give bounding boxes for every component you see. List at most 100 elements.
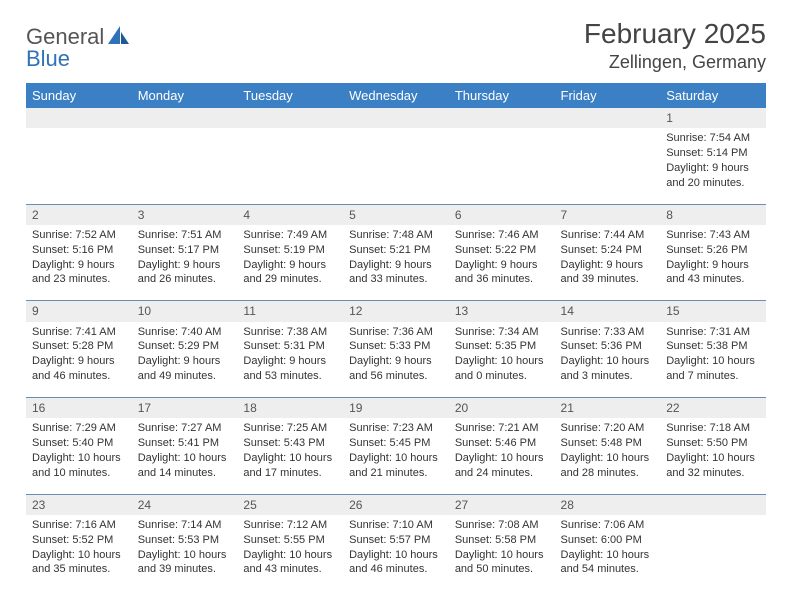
sunrise-line: Sunrise: 7:52 AM — [32, 228, 126, 243]
daylight-line: Daylight: 10 hours and 7 minutes. — [666, 354, 760, 384]
sunset-line: Sunset: 5:45 PM — [349, 436, 443, 451]
daylight-line: Daylight: 10 hours and 0 minutes. — [455, 354, 549, 384]
sunset-line: Sunset: 5:41 PM — [138, 436, 232, 451]
logo-text-blue: Blue — [26, 46, 70, 72]
sunrise-line: Sunrise: 7:51 AM — [138, 228, 232, 243]
sunset-line: Sunset: 5:35 PM — [455, 339, 549, 354]
weekday-header: Thursday — [449, 83, 555, 108]
month-title: February 2025 — [584, 18, 766, 50]
daylight-line: Daylight: 10 hours and 17 minutes. — [243, 451, 337, 481]
sunrise-line: Sunrise: 7:43 AM — [666, 228, 760, 243]
sunrise-line: Sunrise: 7:12 AM — [243, 518, 337, 533]
calendar-table: SundayMondayTuesdayWednesdayThursdayFrid… — [26, 83, 766, 591]
sunrise-line: Sunrise: 7:31 AM — [666, 325, 760, 340]
day-number: 18 — [237, 398, 343, 419]
sunrise-line: Sunrise: 7:41 AM — [32, 325, 126, 340]
day-number: 22 — [660, 398, 766, 419]
day-detail: Sunrise: 7:49 AMSunset: 5:19 PMDaylight:… — [237, 225, 343, 301]
weekday-header: Sunday — [26, 83, 132, 108]
sunrise-line: Sunrise: 7:18 AM — [666, 421, 760, 436]
sunset-line: Sunset: 5:21 PM — [349, 243, 443, 258]
day-number: 2 — [26, 204, 132, 225]
daylight-line: Daylight: 10 hours and 35 minutes. — [32, 548, 126, 578]
sunrise-line: Sunrise: 7:48 AM — [349, 228, 443, 243]
day-detail: Sunrise: 7:16 AMSunset: 5:52 PMDaylight:… — [26, 515, 132, 591]
title-block: February 2025 Zellingen, Germany — [584, 18, 766, 73]
day-detail: Sunrise: 7:54 AMSunset: 5:14 PMDaylight:… — [660, 128, 766, 204]
sunrise-line: Sunrise: 7:38 AM — [243, 325, 337, 340]
sunrise-line: Sunrise: 7:27 AM — [138, 421, 232, 436]
daylight-line: Daylight: 10 hours and 21 minutes. — [349, 451, 443, 481]
daylight-line: Daylight: 9 hours and 26 minutes. — [138, 258, 232, 288]
daynum-row: 1 — [26, 108, 766, 128]
sunset-line: Sunset: 5:40 PM — [32, 436, 126, 451]
day-detail: Sunrise: 7:48 AMSunset: 5:21 PMDaylight:… — [343, 225, 449, 301]
daylight-line: Daylight: 9 hours and 49 minutes. — [138, 354, 232, 384]
day-detail — [26, 128, 132, 204]
day-detail: Sunrise: 7:12 AMSunset: 5:55 PMDaylight:… — [237, 515, 343, 591]
daynum-row: 9101112131415 — [26, 301, 766, 322]
day-number: 10 — [132, 301, 238, 322]
daylight-line: Daylight: 10 hours and 24 minutes. — [455, 451, 549, 481]
sunset-line: Sunset: 5:26 PM — [666, 243, 760, 258]
detail-row: Sunrise: 7:54 AMSunset: 5:14 PMDaylight:… — [26, 128, 766, 204]
sunrise-line: Sunrise: 7:54 AM — [666, 131, 760, 146]
daylight-line: Daylight: 10 hours and 10 minutes. — [32, 451, 126, 481]
day-number — [26, 108, 132, 128]
day-detail: Sunrise: 7:51 AMSunset: 5:17 PMDaylight:… — [132, 225, 238, 301]
day-detail: Sunrise: 7:36 AMSunset: 5:33 PMDaylight:… — [343, 322, 449, 398]
sunset-line: Sunset: 5:36 PM — [561, 339, 655, 354]
detail-row: Sunrise: 7:52 AMSunset: 5:16 PMDaylight:… — [26, 225, 766, 301]
sunrise-line: Sunrise: 7:46 AM — [455, 228, 549, 243]
day-detail: Sunrise: 7:18 AMSunset: 5:50 PMDaylight:… — [660, 418, 766, 494]
weekday-header: Friday — [555, 83, 661, 108]
sunrise-line: Sunrise: 7:29 AM — [32, 421, 126, 436]
sunset-line: Sunset: 5:24 PM — [561, 243, 655, 258]
sunset-line: Sunset: 5:14 PM — [666, 146, 760, 161]
sunrise-line: Sunrise: 7:08 AM — [455, 518, 549, 533]
sunrise-line: Sunrise: 7:21 AM — [455, 421, 549, 436]
day-number: 28 — [555, 494, 661, 515]
day-number: 6 — [449, 204, 555, 225]
sunset-line: Sunset: 5:28 PM — [32, 339, 126, 354]
detail-row: Sunrise: 7:29 AMSunset: 5:40 PMDaylight:… — [26, 418, 766, 494]
sunset-line: Sunset: 5:50 PM — [666, 436, 760, 451]
sunrise-line: Sunrise: 7:10 AM — [349, 518, 443, 533]
sunrise-line: Sunrise: 7:25 AM — [243, 421, 337, 436]
day-number — [660, 494, 766, 515]
day-number: 23 — [26, 494, 132, 515]
daylight-line: Daylight: 10 hours and 28 minutes. — [561, 451, 655, 481]
sunset-line: Sunset: 5:19 PM — [243, 243, 337, 258]
sunrise-line: Sunrise: 7:40 AM — [138, 325, 232, 340]
day-number: 4 — [237, 204, 343, 225]
sunrise-line: Sunrise: 7:06 AM — [561, 518, 655, 533]
day-detail: Sunrise: 7:38 AMSunset: 5:31 PMDaylight:… — [237, 322, 343, 398]
weekday-header-row: SundayMondayTuesdayWednesdayThursdayFrid… — [26, 83, 766, 108]
daylight-line: Daylight: 9 hours and 53 minutes. — [243, 354, 337, 384]
day-detail: Sunrise: 7:10 AMSunset: 5:57 PMDaylight:… — [343, 515, 449, 591]
sunset-line: Sunset: 5:43 PM — [243, 436, 337, 451]
day-detail: Sunrise: 7:52 AMSunset: 5:16 PMDaylight:… — [26, 225, 132, 301]
daylight-line: Daylight: 9 hours and 56 minutes. — [349, 354, 443, 384]
detail-row: Sunrise: 7:16 AMSunset: 5:52 PMDaylight:… — [26, 515, 766, 591]
day-detail: Sunrise: 7:31 AMSunset: 5:38 PMDaylight:… — [660, 322, 766, 398]
daynum-row: 2345678 — [26, 204, 766, 225]
sunset-line: Sunset: 5:38 PM — [666, 339, 760, 354]
day-number: 26 — [343, 494, 449, 515]
sunset-line: Sunset: 5:57 PM — [349, 533, 443, 548]
day-number: 24 — [132, 494, 238, 515]
day-detail — [555, 128, 661, 204]
day-number — [343, 108, 449, 128]
day-number: 14 — [555, 301, 661, 322]
sunset-line: Sunset: 5:33 PM — [349, 339, 443, 354]
day-detail: Sunrise: 7:43 AMSunset: 5:26 PMDaylight:… — [660, 225, 766, 301]
daylight-line: Daylight: 10 hours and 39 minutes. — [138, 548, 232, 578]
day-detail: Sunrise: 7:21 AMSunset: 5:46 PMDaylight:… — [449, 418, 555, 494]
daylight-line: Daylight: 10 hours and 14 minutes. — [138, 451, 232, 481]
day-number: 11 — [237, 301, 343, 322]
day-detail — [343, 128, 449, 204]
day-detail: Sunrise: 7:27 AMSunset: 5:41 PMDaylight:… — [132, 418, 238, 494]
day-detail: Sunrise: 7:46 AMSunset: 5:22 PMDaylight:… — [449, 225, 555, 301]
daylight-line: Daylight: 9 hours and 33 minutes. — [349, 258, 443, 288]
sunrise-line: Sunrise: 7:36 AM — [349, 325, 443, 340]
